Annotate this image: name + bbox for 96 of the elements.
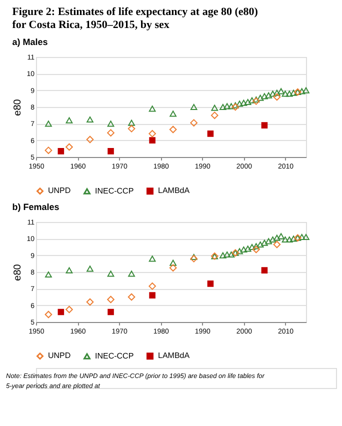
point — [108, 148, 114, 154]
point — [240, 246, 248, 253]
point — [128, 270, 135, 277]
y-axis-title: e80 — [12, 98, 24, 116]
point — [282, 90, 289, 97]
point — [149, 137, 156, 144]
point — [211, 104, 218, 111]
point — [252, 246, 260, 254]
point — [169, 264, 177, 272]
point — [261, 93, 268, 100]
point — [148, 282, 156, 290]
point — [148, 256, 156, 262]
point — [45, 120, 52, 127]
point — [86, 116, 94, 123]
point — [210, 112, 218, 119]
point — [236, 248, 243, 254]
point — [190, 254, 198, 260]
point — [86, 298, 94, 306]
point — [66, 267, 73, 274]
point — [220, 104, 226, 110]
point — [45, 271, 52, 278]
point — [286, 90, 293, 97]
point — [220, 252, 226, 258]
point — [170, 110, 176, 117]
point — [298, 88, 306, 94]
point — [128, 293, 136, 301]
point — [265, 238, 272, 244]
point — [58, 148, 64, 154]
point — [265, 92, 272, 98]
point — [128, 120, 135, 126]
point — [269, 236, 276, 243]
point — [274, 90, 280, 96]
point — [290, 90, 297, 96]
point — [44, 146, 52, 154]
point — [148, 106, 156, 112]
point — [224, 103, 230, 110]
point — [302, 87, 310, 94]
point — [86, 136, 94, 144]
point — [107, 270, 114, 277]
point — [228, 103, 235, 110]
point — [66, 143, 73, 151]
y-axis-title: e80 — [12, 264, 24, 281]
point — [274, 234, 280, 241]
point — [190, 104, 198, 110]
point — [256, 241, 264, 248]
point — [248, 244, 256, 250]
chart-title: b) Females — [12, 202, 60, 212]
point — [66, 117, 73, 124]
point — [252, 243, 260, 250]
point — [286, 236, 293, 243]
legend-label: INEC-CCP — [95, 186, 134, 196]
point — [207, 280, 214, 287]
point — [128, 125, 136, 132]
point — [108, 308, 114, 316]
chart-subtitle: a) Males — [12, 37, 48, 47]
point — [248, 97, 256, 104]
point — [232, 103, 240, 111]
point — [169, 126, 177, 134]
point — [273, 93, 281, 101]
point — [149, 292, 156, 298]
point — [107, 296, 114, 304]
point — [107, 129, 114, 136]
point — [107, 120, 114, 127]
legend-label: UNPD — [48, 186, 71, 196]
point — [278, 88, 284, 94]
point — [224, 251, 230, 258]
point — [190, 119, 198, 126]
point — [170, 260, 176, 266]
legend-label: INEC-CCP — [95, 351, 134, 360]
point — [256, 94, 264, 101]
point — [228, 251, 235, 258]
legend-label: LAMBdA — [158, 186, 190, 196]
point — [261, 240, 268, 246]
point — [273, 240, 281, 248]
point — [244, 98, 252, 106]
legend-label: LAMBdA — [158, 351, 190, 360]
point — [302, 234, 310, 240]
point — [298, 234, 306, 240]
point — [66, 306, 73, 314]
point — [58, 308, 64, 316]
point — [236, 100, 243, 107]
point — [86, 266, 94, 272]
point — [290, 236, 297, 242]
point — [261, 122, 268, 128]
chart-title: Figure 2: Estimates of life expectancy at age 80 (e80) for Costa Rica, 1950–2015, by sex — [12, 6, 258, 31]
point — [244, 246, 252, 252]
point — [261, 267, 268, 274]
point — [44, 310, 52, 318]
point — [278, 233, 284, 240]
point — [207, 130, 214, 137]
legend-label: UNPD — [48, 351, 71, 360]
point — [240, 100, 248, 106]
point — [282, 236, 289, 243]
point — [148, 130, 156, 138]
point — [269, 90, 276, 97]
point — [232, 102, 239, 108]
